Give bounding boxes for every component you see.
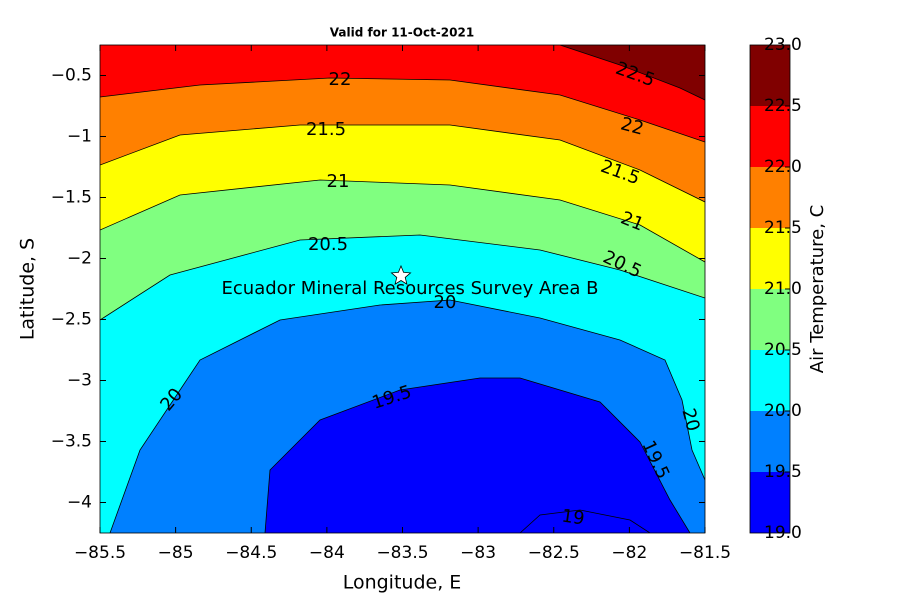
y-tick-label: −0.5 bbox=[51, 66, 92, 86]
y-tick-label: −3 bbox=[67, 371, 92, 391]
x-tick-label: −85 bbox=[158, 543, 194, 563]
contour-line bbox=[100, 77, 705, 143]
x-axis-label: Longitude, E bbox=[343, 572, 462, 594]
y-tick-label: −3.5 bbox=[51, 432, 92, 452]
colorbar-tick-label: 19.0 bbox=[764, 523, 802, 543]
colorbar-swatch bbox=[750, 472, 790, 533]
contour-line bbox=[264, 377, 691, 533]
annotation: Ecuador Mineral Resources Survey Area B bbox=[222, 278, 599, 299]
colorbar-label: Air Temperature, C bbox=[807, 205, 828, 373]
colorbar-swatch bbox=[750, 106, 790, 167]
colorbar-swatch bbox=[750, 45, 790, 106]
colorbar-swatch bbox=[750, 411, 790, 472]
x-tick-label: −84.5 bbox=[225, 543, 277, 563]
contour-label: 21 bbox=[327, 171, 350, 192]
y-tick-label: −1.5 bbox=[51, 188, 92, 208]
colorbar-swatch bbox=[750, 167, 790, 228]
contour-band bbox=[265, 378, 690, 533]
contour-line bbox=[559, 45, 705, 101]
colorbar-tick-label: 20.5 bbox=[764, 340, 802, 360]
contour-line bbox=[100, 124, 705, 203]
colorbar-tick-label: 20.0 bbox=[764, 401, 802, 421]
colorbar-swatch bbox=[750, 350, 790, 411]
contour-label: 22 bbox=[329, 69, 352, 90]
x-tick-label: −83 bbox=[460, 543, 496, 563]
x-tick-label: −81.5 bbox=[679, 543, 731, 563]
colorbar-tick-label: 22.5 bbox=[764, 96, 802, 116]
colorbar-tick-label: 21.5 bbox=[764, 218, 802, 238]
colorbar-tick-label: 19.5 bbox=[764, 462, 802, 482]
contour-band bbox=[100, 45, 705, 142]
contour-line bbox=[100, 179, 705, 263]
y-tick-label: −2.5 bbox=[51, 310, 92, 330]
y-tick-label: −2 bbox=[67, 249, 92, 269]
x-tick-label: −82.5 bbox=[528, 543, 580, 563]
marker-star bbox=[390, 264, 412, 285]
colorbar-tick-label: 23.0 bbox=[764, 35, 802, 55]
contour-line bbox=[100, 234, 705, 321]
contour-label: 20 bbox=[434, 292, 457, 313]
contour-label: 20.5 bbox=[308, 234, 348, 255]
contour-label: 19 bbox=[560, 506, 586, 530]
x-tick-label: −85.5 bbox=[74, 543, 126, 563]
y-tick-label: −4 bbox=[67, 493, 92, 513]
colorbar-tick-label: 22.0 bbox=[764, 157, 802, 177]
contour-line bbox=[519, 509, 651, 533]
contour-band bbox=[100, 45, 705, 100]
y-tick-label: −1 bbox=[67, 127, 92, 147]
colorbar-swatch bbox=[750, 289, 790, 350]
x-tick-label: −82 bbox=[611, 543, 647, 563]
chart-title: Valid for 11-Oct-2021 bbox=[330, 26, 474, 40]
y-axis-label: Latitude, S bbox=[17, 238, 39, 340]
x-tick-label: −84 bbox=[309, 543, 345, 563]
contour-line bbox=[109, 299, 705, 533]
contour-label: 21.5 bbox=[306, 119, 346, 140]
plot-area bbox=[100, 45, 705, 533]
colorbar-swatch bbox=[750, 228, 790, 289]
colorbar-tick-label: 21.0 bbox=[764, 279, 802, 299]
x-tick-label: −83.5 bbox=[376, 543, 428, 563]
